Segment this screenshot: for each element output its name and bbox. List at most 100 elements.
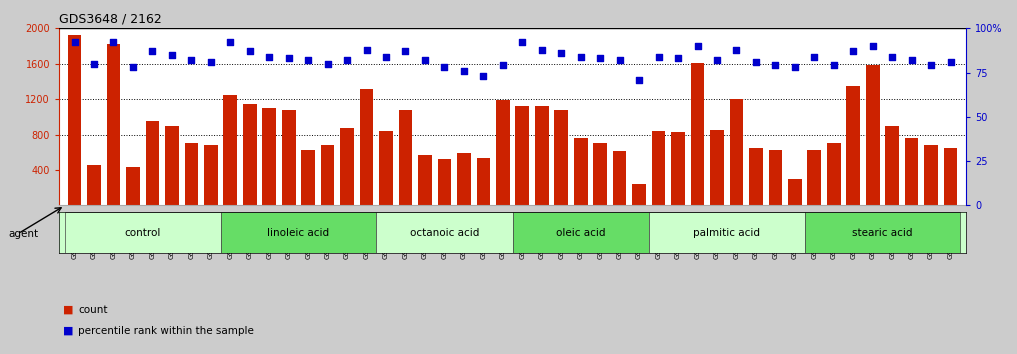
Bar bbox=[477, 158, 490, 205]
Bar bbox=[360, 88, 373, 205]
Bar bbox=[513, 212, 649, 253]
Text: percentile rank within the sample: percentile rank within the sample bbox=[78, 326, 254, 336]
Bar bbox=[126, 167, 139, 205]
Text: ■: ■ bbox=[63, 326, 73, 336]
Bar bbox=[243, 104, 256, 205]
Point bbox=[164, 52, 180, 58]
Bar bbox=[301, 150, 315, 205]
Bar bbox=[649, 212, 804, 253]
Bar bbox=[788, 179, 801, 205]
Bar bbox=[184, 143, 198, 205]
Bar bbox=[516, 106, 529, 205]
Bar bbox=[574, 138, 588, 205]
Bar bbox=[341, 129, 354, 205]
Bar bbox=[671, 132, 684, 205]
Point bbox=[85, 61, 102, 67]
Bar bbox=[924, 145, 938, 205]
Bar bbox=[905, 138, 918, 205]
Point bbox=[66, 40, 82, 45]
Text: GDS3648 / 2162: GDS3648 / 2162 bbox=[59, 13, 162, 26]
Bar bbox=[729, 99, 743, 205]
Bar bbox=[593, 143, 607, 205]
Bar bbox=[652, 131, 665, 205]
Bar bbox=[437, 159, 452, 205]
Bar bbox=[418, 155, 432, 205]
Text: ■: ■ bbox=[63, 305, 73, 315]
Point bbox=[534, 47, 550, 52]
Bar bbox=[886, 126, 899, 205]
Point bbox=[494, 63, 511, 68]
Point bbox=[319, 61, 336, 67]
Point bbox=[864, 43, 881, 49]
Point bbox=[378, 54, 395, 59]
Bar bbox=[554, 110, 569, 205]
Bar bbox=[944, 148, 957, 205]
Bar bbox=[633, 184, 646, 205]
Point bbox=[845, 48, 861, 54]
Point bbox=[651, 54, 667, 59]
Bar bbox=[204, 145, 218, 205]
Text: stearic acid: stearic acid bbox=[852, 228, 912, 238]
Text: octanoic acid: octanoic acid bbox=[410, 228, 479, 238]
Bar bbox=[807, 149, 821, 205]
Point bbox=[417, 57, 433, 63]
Bar bbox=[320, 145, 335, 205]
Point bbox=[631, 77, 647, 82]
Point bbox=[573, 54, 589, 59]
Text: palmitic acid: palmitic acid bbox=[694, 228, 760, 238]
Text: oleic acid: oleic acid bbox=[556, 228, 605, 238]
Bar bbox=[221, 212, 376, 253]
Bar bbox=[865, 65, 880, 205]
Point bbox=[690, 43, 706, 49]
Point bbox=[747, 59, 764, 65]
Point bbox=[261, 54, 278, 59]
Point bbox=[222, 40, 238, 45]
Bar bbox=[224, 95, 237, 205]
Point bbox=[611, 57, 627, 63]
Point bbox=[436, 64, 453, 70]
Point bbox=[242, 48, 258, 54]
Point bbox=[183, 57, 199, 63]
Bar bbox=[145, 121, 160, 205]
Point bbox=[106, 40, 122, 45]
Text: agent: agent bbox=[8, 229, 39, 239]
Point bbox=[903, 57, 919, 63]
Bar bbox=[165, 126, 179, 205]
Point bbox=[592, 56, 608, 61]
Bar bbox=[613, 152, 626, 205]
Point bbox=[787, 64, 803, 70]
Point bbox=[826, 63, 842, 68]
Bar bbox=[87, 166, 101, 205]
Bar bbox=[710, 130, 724, 205]
Text: linoleic acid: linoleic acid bbox=[267, 228, 330, 238]
Point bbox=[339, 57, 355, 63]
Point bbox=[943, 59, 959, 65]
Point bbox=[358, 47, 374, 52]
Bar bbox=[379, 131, 393, 205]
Point bbox=[125, 64, 141, 70]
Bar bbox=[496, 100, 510, 205]
Point bbox=[728, 47, 744, 52]
Bar bbox=[68, 35, 81, 205]
Point bbox=[553, 50, 570, 56]
Bar bbox=[804, 212, 960, 253]
Point bbox=[884, 54, 900, 59]
Point bbox=[398, 48, 414, 54]
Bar bbox=[282, 110, 296, 205]
Point bbox=[456, 68, 472, 74]
Bar bbox=[457, 153, 471, 205]
Point bbox=[767, 63, 783, 68]
Bar bbox=[107, 44, 120, 205]
Point bbox=[202, 59, 219, 65]
Bar bbox=[846, 86, 860, 205]
Bar bbox=[262, 108, 276, 205]
Bar bbox=[65, 212, 221, 253]
Point bbox=[144, 48, 161, 54]
Point bbox=[670, 56, 686, 61]
Bar bbox=[399, 110, 412, 205]
Point bbox=[515, 40, 531, 45]
Bar bbox=[535, 106, 548, 205]
Point bbox=[806, 54, 823, 59]
Point bbox=[300, 57, 316, 63]
Bar bbox=[769, 150, 782, 205]
